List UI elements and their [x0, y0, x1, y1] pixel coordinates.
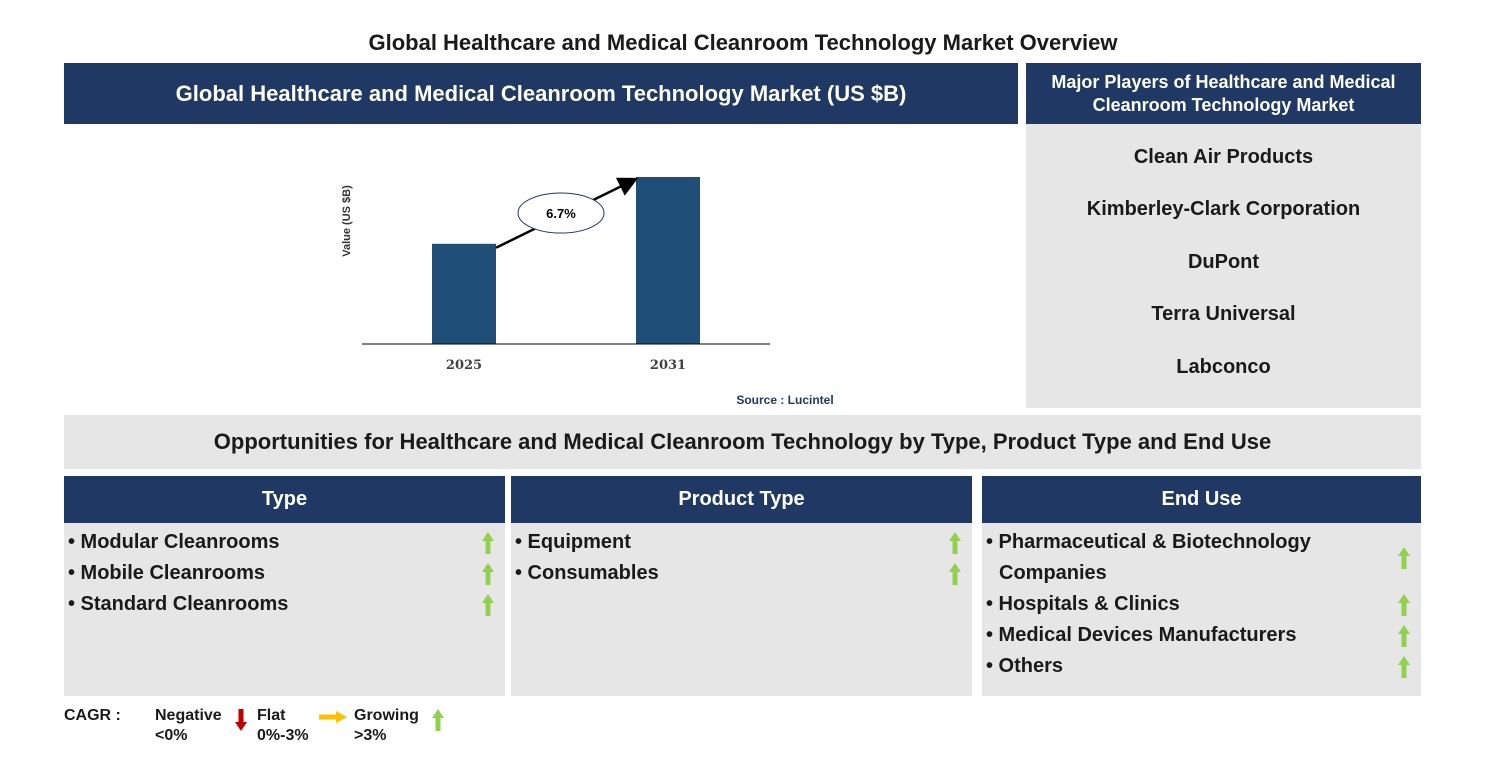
arrow-shape: [235, 709, 247, 731]
item-row: • Standard Cleanrooms: [64, 589, 505, 620]
item-label: • Mobile Cleanrooms: [68, 562, 266, 584]
legend-name: Growing: [354, 707, 419, 724]
legend-range: 0%-3%: [257, 727, 309, 744]
legend-range: <0%: [155, 727, 188, 744]
arrow-shape: [319, 711, 347, 723]
trend-arrow: [949, 531, 961, 554]
legend-icon: [234, 708, 248, 737]
item-row: • Modular Cleanrooms: [64, 527, 505, 558]
trend-arrow: [482, 531, 494, 554]
item-label: • Medical Devices Manufacturers: [986, 624, 1297, 646]
trend-arrow: [1398, 624, 1410, 647]
arrow-shape: [1398, 593, 1410, 616]
player-name: Clean Air Products: [1133, 146, 1314, 168]
players-title: Major Players of Healthcare and Medical …: [1026, 63, 1421, 124]
x-tick-label: 2031: [650, 358, 686, 373]
trend-arrow: [235, 709, 247, 731]
chart: 2025 2031 Value (US $B) 6.7% Source : Lucint…: [341, 177, 834, 407]
item-label: • Pharmaceutical & Biotechnology Compani…: [986, 531, 1311, 584]
legend-name: Negative: [155, 707, 222, 724]
legend-title: CAGR :: [64, 707, 121, 724]
market-panel-title: Global Healthcare and Medical Cleanroom …: [64, 63, 1018, 124]
players-list: Clean Air Products Kimberley-Clark Corpor…: [1026, 124, 1421, 408]
arrow-shape: [1398, 624, 1410, 647]
arrow-shape: [1398, 655, 1410, 678]
column-body: • Equipment • Consumables: [511, 523, 972, 696]
column-body: • Pharmaceutical & Biotechnology Compani…: [982, 523, 1421, 696]
item-label: • Hospitals & Clinics: [986, 593, 1180, 615]
trend-arrow: [1398, 593, 1410, 616]
arrow-shape: [482, 562, 494, 585]
column-header: Type: [64, 476, 505, 523]
item-label: • Standard Cleanrooms: [68, 593, 289, 615]
arrow-shape: [432, 709, 444, 731]
arrow-shape: [1398, 547, 1410, 569]
legend-range: >3%: [354, 727, 387, 744]
y-axis-label: Value (US $B): [341, 185, 353, 257]
annotation: 6.7%: [546, 206, 576, 221]
bar: [432, 243, 496, 344]
legend-icon: [431, 708, 445, 737]
column-header: Product Type: [511, 476, 972, 523]
source: Source : Lucintel: [736, 393, 833, 407]
item-label: • Others: [986, 655, 1064, 677]
trend-arrow: [482, 562, 494, 585]
item-row: • Mobile Cleanrooms: [64, 558, 505, 589]
legend-name: Flat: [257, 707, 286, 724]
item-label: • Equipment: [515, 531, 631, 553]
page-title: Global Healthcare and Medical Cleanroom …: [368, 30, 1118, 55]
trend-arrow: [1398, 547, 1410, 569]
trend-arrow: [949, 562, 961, 585]
trend-arrow: [319, 711, 347, 723]
trend-arrow: [482, 593, 494, 616]
item-row: • Equipment: [511, 527, 972, 558]
annotation-bubble: [517, 192, 605, 234]
player-name: DuPont: [1187, 250, 1260, 273]
item-label: • Consumables: [515, 562, 659, 584]
item-label: • Modular Cleanrooms: [68, 531, 280, 553]
bar: [636, 177, 700, 344]
legend-icon: [318, 710, 348, 729]
opportunities-title: Opportunities for Healthcare and Medical…: [64, 415, 1421, 469]
trend-arrow: [432, 709, 444, 731]
player-name: Terra Universal: [1151, 303, 1296, 326]
legend-entry: Growing >3%: [354, 706, 419, 746]
player-name: Labconco: [1176, 355, 1271, 378]
column-header: End Use: [982, 476, 1421, 523]
arrow-shape: [949, 562, 961, 585]
legend-entry: Negative <0%: [155, 706, 222, 746]
x-tick-label: 2025: [446, 358, 482, 373]
column-body: • Modular Cleanrooms • Mobile Cleanrooms •…: [64, 523, 505, 696]
trend-arrow: [1398, 655, 1410, 678]
item-row: • Pharmaceutical & Biotechnology Compani…: [982, 527, 1421, 589]
legend-entry: Flat 0%-3%: [257, 706, 309, 746]
item-row: • Others: [982, 651, 1421, 682]
item-row: • Medical Devices Manufacturers: [982, 620, 1421, 651]
arrow-shape: [949, 531, 961, 554]
arrow-shape: [482, 531, 494, 554]
item-row: • Hospitals & Clinics: [982, 589, 1421, 620]
arrow-shape: [482, 593, 494, 616]
player-name: Kimberley-Clark Corporation: [1086, 198, 1361, 221]
item-row: • Consumables: [511, 558, 972, 589]
